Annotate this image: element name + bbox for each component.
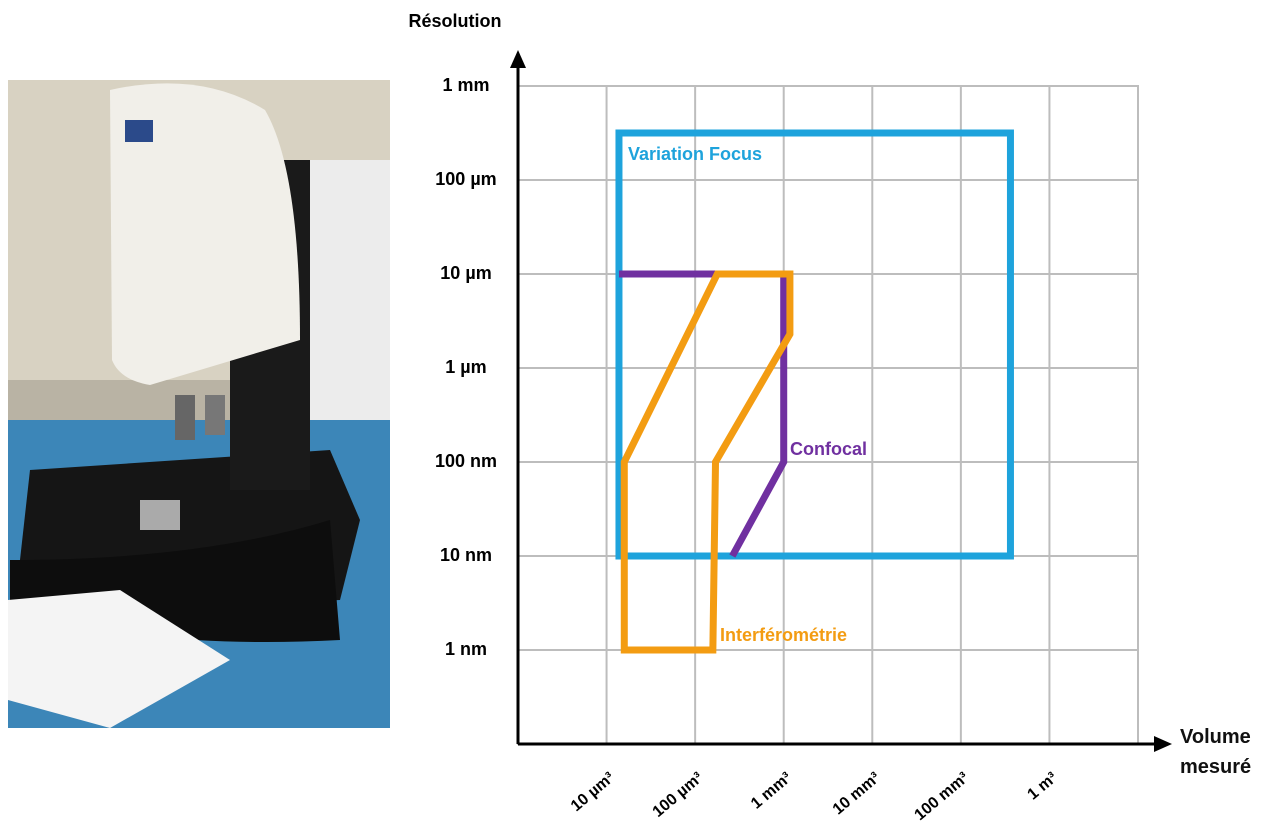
photo: [8, 80, 390, 728]
x-tick-label: 10 µm³: [568, 769, 618, 815]
x-tick-label: 100 µm³: [650, 769, 707, 821]
y-axis-title: Résolution: [409, 11, 502, 31]
y-tick-label: 1 mm: [442, 75, 489, 95]
region-label: Variation Focus: [628, 144, 762, 164]
y-axis-arrow: [510, 50, 526, 68]
x-tick-label: 1 mm³: [748, 769, 795, 812]
x-tick-label: 1 m³: [1025, 769, 1061, 803]
x-axis-arrow: [1154, 736, 1172, 752]
y-tick-label: 100 µm: [435, 169, 496, 189]
y-tick-label: 1 nm: [445, 639, 487, 659]
x-axis-title: Volume mesuré: [1180, 726, 1252, 778]
region-label: Interférométrie: [720, 625, 847, 645]
region: [615, 129, 1014, 560]
grid-border: [517, 85, 1139, 745]
region: [618, 270, 788, 558]
region-label: Confocal: [790, 439, 867, 459]
y-tick-label: 10 µm: [440, 263, 491, 283]
y-tick-label: 10 nm: [440, 545, 492, 565]
x-tick-label: 10 mm³: [830, 769, 884, 818]
y-tick-label: 1 µm: [445, 357, 486, 377]
x-tick-label: 100 mm³: [911, 769, 972, 824]
y-tick-label: 100 nm: [435, 451, 497, 471]
region: [620, 270, 794, 654]
